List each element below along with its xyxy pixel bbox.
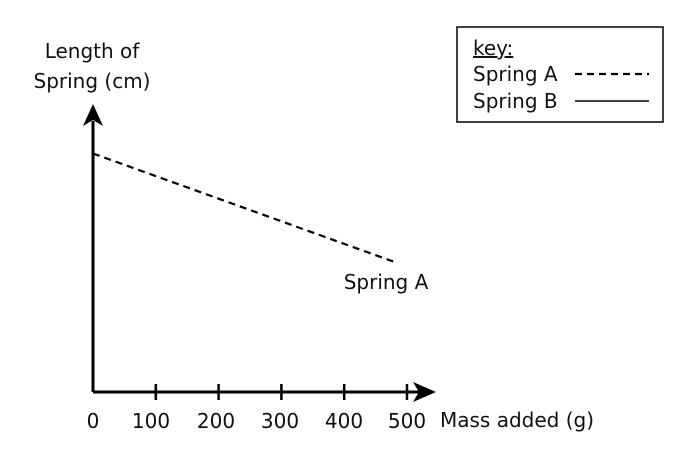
- x-axis-title: Mass added (g): [440, 408, 594, 432]
- x-tick-label-300: 300: [261, 409, 299, 433]
- x-tick-label-500: 500: [388, 409, 426, 433]
- x-tick-label-400: 400: [325, 409, 363, 433]
- legend-box: [456, 26, 664, 123]
- y-axis-title-line-1: Length of: [45, 39, 141, 63]
- x-axis-tick-labels: 0 100 200 300 400 500: [87, 409, 426, 433]
- legend-label-spring-a: Spring A: [473, 62, 558, 86]
- legend-label-spring-b: Spring B: [473, 89, 558, 113]
- x-axis-ticks: [154, 384, 409, 400]
- x-tick-label-200: 200: [197, 409, 235, 433]
- series-line-0: [92, 152, 395, 263]
- y-axis-title-line-2: Spring (cm): [34, 69, 151, 93]
- legend: key: Spring A Spring B: [456, 26, 664, 123]
- x-axis-arrowhead: [413, 382, 436, 402]
- legend-title: key:: [473, 36, 513, 60]
- series-layer: [92, 152, 395, 263]
- y-axis-arrowhead: [83, 104, 103, 126]
- x-tick-label-100: 100: [132, 409, 170, 433]
- series-annotation-spring-a: Spring A: [344, 270, 429, 294]
- x-tick-label-0: 0: [87, 409, 100, 433]
